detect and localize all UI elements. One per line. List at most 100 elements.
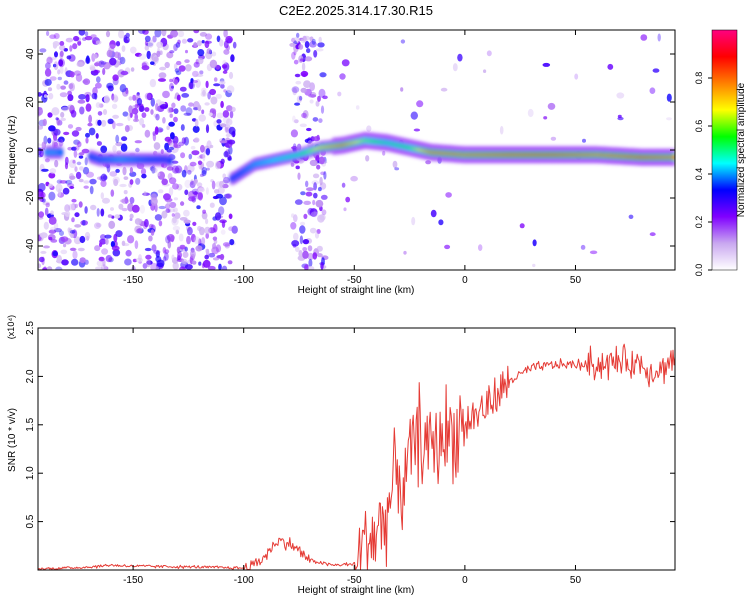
spectrogram-noise-speck xyxy=(73,149,78,158)
spectrogram-noise-speck xyxy=(49,34,57,39)
spectrogram-noise-speck xyxy=(115,230,123,238)
spectrogram-noise-speck xyxy=(209,59,218,69)
spectrogram-noise-speck xyxy=(162,90,170,99)
spectrogram-noise-speck xyxy=(319,72,327,78)
snr-y-axis: 0.5 1.0 1.5 2.0 2.5 xyxy=(25,321,675,529)
spectrogram-noise-speck xyxy=(158,78,166,82)
spectrogram-noise-speck xyxy=(345,196,351,203)
spectrogram-noise-speck xyxy=(162,247,167,254)
spectrogram-noise-speck xyxy=(149,78,157,88)
spectrogram-noise-speck xyxy=(135,257,143,263)
spectrogram-noise-speck xyxy=(202,209,207,214)
x-tick-label: -50 xyxy=(347,575,362,586)
spectrogram-noise-speck xyxy=(164,142,170,151)
spectrogram-noise-speck xyxy=(183,219,191,224)
spectrogram-noise-speck xyxy=(172,207,178,213)
spectrogram-noise-speck xyxy=(193,137,200,143)
spectrogram-noise-speck xyxy=(38,147,42,156)
spectrogram-noise-speck xyxy=(547,102,556,110)
spectrogram-noise-speck xyxy=(228,213,233,220)
spectrogram-noise-speck xyxy=(156,41,164,48)
spectrogram-noise-speck xyxy=(205,124,210,134)
spectrogram-noise-speck xyxy=(294,199,303,205)
spectrogram-noise-speck xyxy=(63,243,67,248)
spectrogram-noise-speck xyxy=(226,85,235,94)
spectrogram-noise-speck xyxy=(158,72,167,79)
x-tick-label: -150 xyxy=(123,575,143,586)
spectrogram-noise-speck xyxy=(102,258,106,267)
spectrogram-noise-speck xyxy=(186,164,195,173)
spectrogram-noise-speck xyxy=(215,93,222,99)
spectrogram-noise-speck xyxy=(291,86,300,93)
spectrogram-noise-speck xyxy=(297,172,301,180)
spectrogram-noise-speck xyxy=(322,95,328,100)
spectrogram-noise-speck xyxy=(150,97,155,107)
spectrogram-noise-speck xyxy=(121,207,128,212)
spectrogram-noise-speck xyxy=(295,80,302,85)
spectrogram-noise-speck xyxy=(85,132,90,138)
spectrogram-noise-speck xyxy=(144,219,149,228)
spectrogram-noise-speck xyxy=(70,247,76,251)
spectrogram-noise-speck xyxy=(59,44,66,51)
spectrogram-noise-speck xyxy=(167,107,172,114)
spectrogram-noise-speck xyxy=(157,171,165,180)
spectrogram-noise-speck xyxy=(204,102,210,106)
spectrogram-noise-speck xyxy=(301,62,306,72)
spectrogram-noise-speck xyxy=(430,209,437,218)
spectrogram-noise-speck xyxy=(139,105,145,112)
y-tick-label: 0.5 xyxy=(25,514,36,528)
spectrogram-noise-speck xyxy=(85,94,90,103)
spectrogram-noise-speck xyxy=(227,37,232,44)
spectrogram-noise-speck xyxy=(229,106,236,113)
spectrogram-noise-speck xyxy=(440,87,448,92)
spectrogram-noise-speck xyxy=(58,59,64,67)
spectrogram-noise-speck xyxy=(189,81,194,90)
spectrogram-noise-speck xyxy=(527,108,534,118)
spectrogram-noise-speck xyxy=(122,111,129,117)
spectrogram-noise-speck xyxy=(301,112,307,119)
spectrogram-noise-speck xyxy=(201,40,205,44)
spectrogram-noise-speck xyxy=(213,189,220,194)
spectrogram-noise-speck xyxy=(171,102,176,109)
spectrogram-noise-speck xyxy=(152,132,157,142)
spectrogram-noise-speck xyxy=(104,234,112,239)
spectrogram-noise-speck xyxy=(229,110,234,119)
spectrogram-noise-speck xyxy=(119,56,126,65)
spectrogram-noise-speck xyxy=(320,171,326,176)
spectrogram-noise-speck xyxy=(186,235,191,245)
spectrogram-noise-speck xyxy=(49,76,57,81)
spectrogram-noise-speck xyxy=(100,61,107,65)
spectrogram-noise-speck xyxy=(134,240,139,250)
spectrogram-noise-speck xyxy=(148,235,153,242)
spectrogram-noise-speck xyxy=(173,142,178,148)
spectrogram-noise-speck xyxy=(43,221,49,230)
spectrogram-noise-speck xyxy=(181,38,187,44)
spectrogram-noise-speck xyxy=(306,127,312,132)
spectrogram-noise-speck xyxy=(144,129,151,138)
spectrogram-noise-speck xyxy=(225,193,233,199)
spectrogram-noise-speck xyxy=(135,177,141,185)
spectrogram-noise-speck xyxy=(215,161,221,170)
spectrogram-noise-speck xyxy=(84,231,91,241)
spectrogram-noise-speck xyxy=(61,106,69,112)
spectrogram-noise-speck xyxy=(156,172,161,177)
spectrogram-noise-speck xyxy=(172,216,177,224)
spectrogram-noise-speck xyxy=(59,230,64,236)
spectrogram-noise-speck xyxy=(164,197,173,203)
spectrogram-noise-speck xyxy=(187,169,192,175)
spectrogram-noise-speck xyxy=(219,140,228,144)
spectrogram-noise-speck xyxy=(55,117,59,121)
spectrogram-noise-speck xyxy=(366,125,372,132)
spectrogram-noise-speck xyxy=(67,104,75,111)
spectrogram-noise-speck xyxy=(58,139,64,147)
spectrogram-noise-speck xyxy=(164,136,172,142)
spectrogram-noise-speck xyxy=(227,260,233,265)
spectrogram-noise-speck xyxy=(204,226,211,235)
spectrogram-noise-speck xyxy=(150,197,158,206)
spectrogram-noise-speck xyxy=(307,245,313,252)
spectrogram-noise-speck xyxy=(162,117,166,124)
spectrogram-noise-speck xyxy=(84,206,88,214)
spectrogram-noise-speck xyxy=(111,245,120,251)
spectrogram-noise-speck xyxy=(204,254,209,260)
spectrogram-noise-speck xyxy=(316,229,321,234)
